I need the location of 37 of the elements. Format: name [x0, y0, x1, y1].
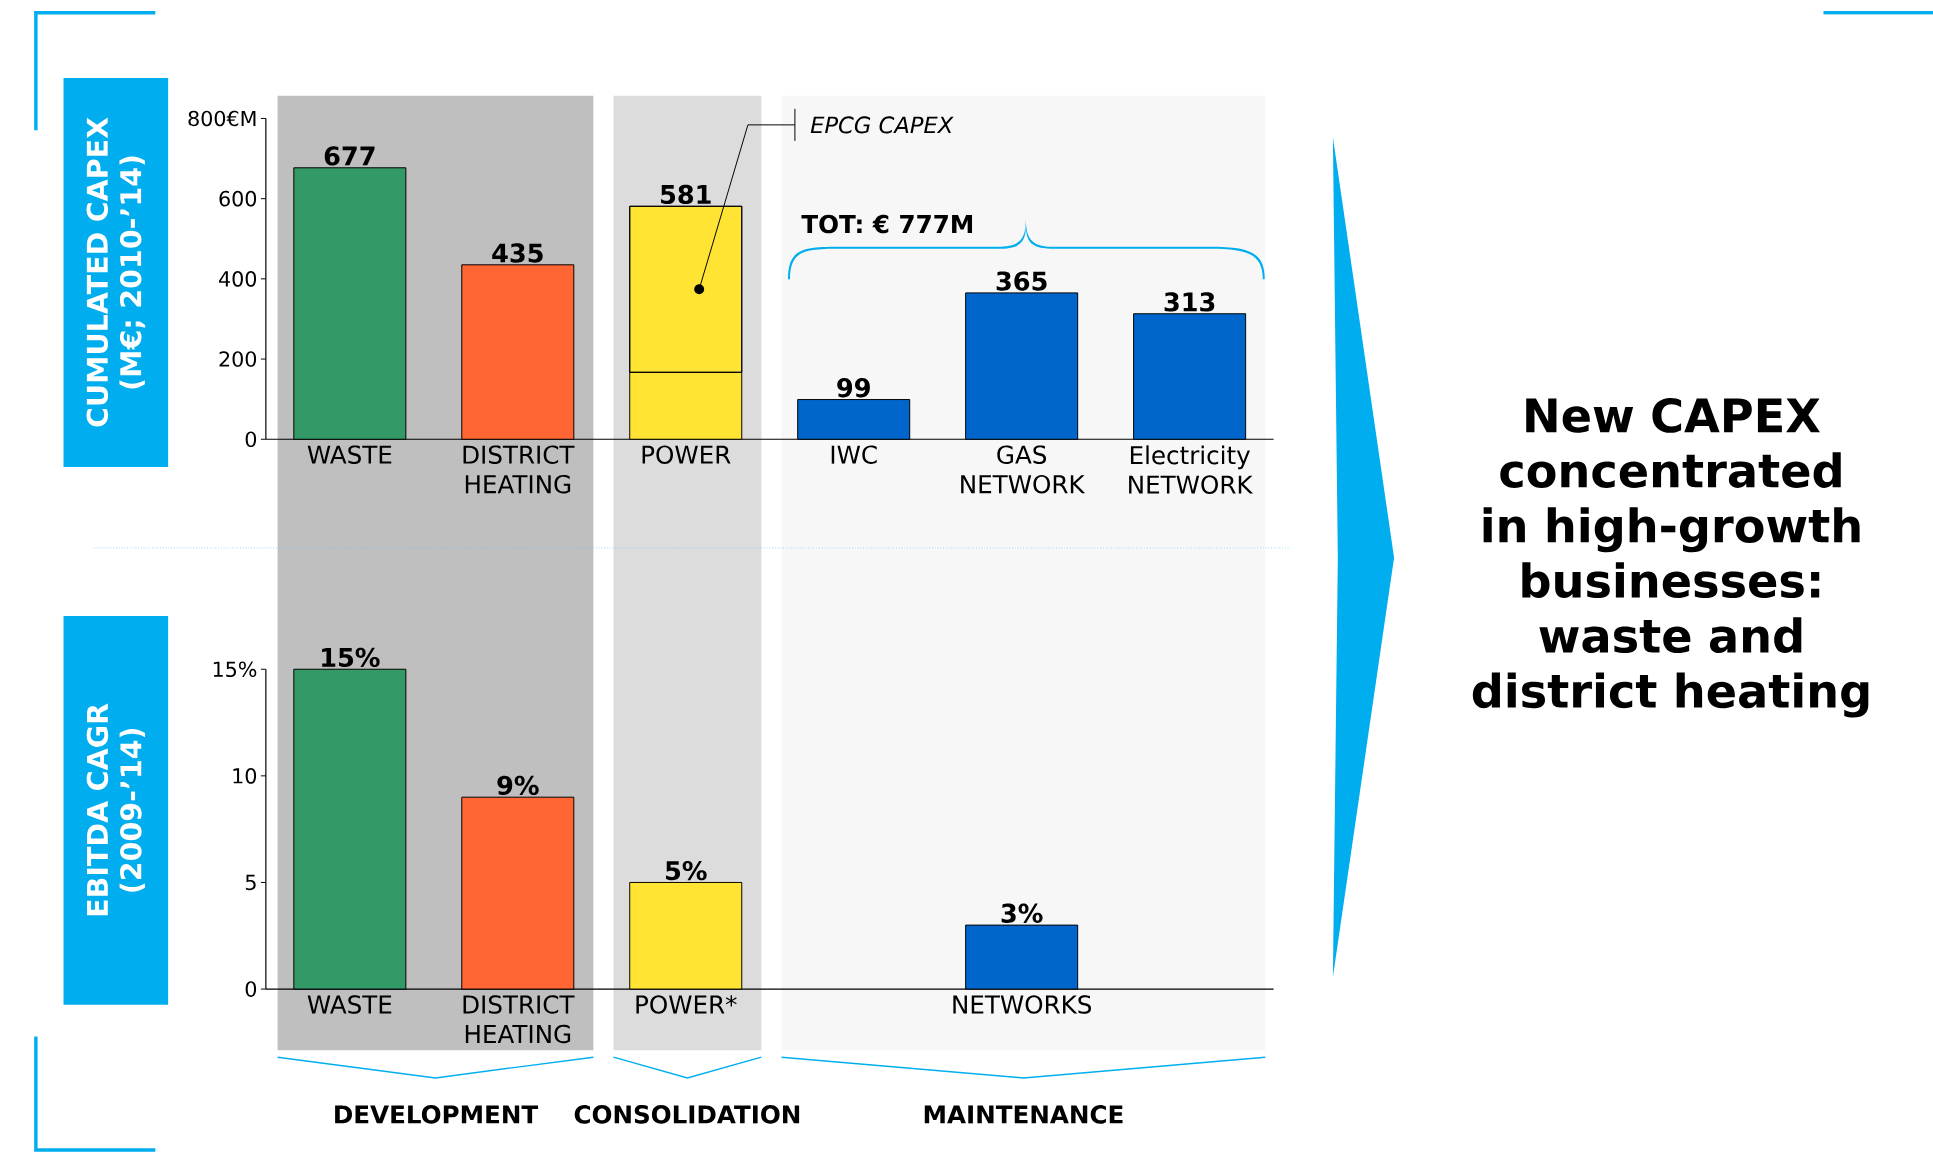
y-tick-label: 400: [219, 271, 257, 287]
x-tick-label: DISTRICT HEATING: [463, 445, 575, 494]
x-tick-label: DISTRICT HEATING: [463, 995, 575, 1044]
total-label: 677: [324, 146, 375, 166]
annotation: TOT: € 777M: [801, 214, 973, 234]
y-axis-title: EBITDA CAGR (2009-’14): [86, 703, 145, 916]
x-tick-label: NETWORKS: [953, 995, 1092, 1014]
x-tick-label: WASTE: [307, 995, 392, 1014]
data-label: 3%: [1001, 903, 1043, 923]
band-label: CONSOLIDATION: [574, 1105, 800, 1124]
y-tick-label: 800€M: [188, 110, 256, 127]
total-label: 581: [661, 184, 711, 205]
text: New CAPEX concentrated in high-growth businesses: waste and district heating: [1472, 397, 1869, 718]
x-tick-label: WASTE: [307, 445, 392, 465]
total-label: 99: [837, 378, 870, 398]
total-label: 313: [1164, 292, 1215, 312]
data-label: 5%: [666, 860, 707, 881]
x-tick-label: GAS NETWORK: [961, 445, 1086, 494]
y-axis-title: CUMULATED CAPEX (M€; 2010-’14): [86, 117, 146, 427]
y-tick-label: 0: [245, 431, 257, 448]
legend-label: EPCG CAPEX: [810, 116, 954, 134]
y-tick-label: 5: [245, 874, 256, 891]
y-tick-label: 15%: [213, 661, 257, 678]
x-tick-label: POWER: [642, 445, 731, 465]
x-tick-label: POWER*: [636, 995, 737, 1014]
band-label: MAINTENANCE: [924, 1105, 1123, 1124]
data-label: 9%: [497, 775, 539, 796]
total-label: 365: [996, 271, 1047, 291]
y-tick-label: 200: [219, 351, 257, 367]
y-tick-label: 0: [245, 981, 257, 997]
y-tick-label: 600: [219, 190, 257, 207]
band-label: DEVELOPMENT: [335, 1105, 539, 1124]
y-tick-label: 10: [233, 768, 257, 784]
data-label: 15%: [322, 647, 380, 668]
x-tick-label: Electricity NETWORK: [1129, 445, 1254, 494]
total-label: 435: [492, 243, 543, 263]
x-tick-label: IWC: [831, 445, 877, 465]
